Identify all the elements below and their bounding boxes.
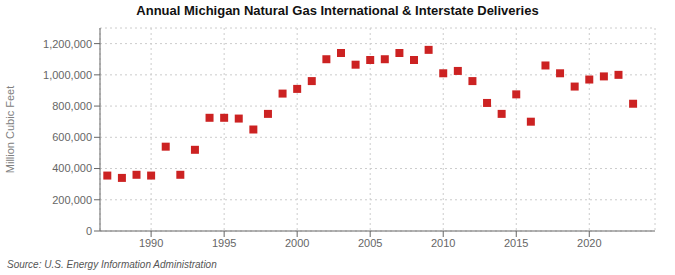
svg-text:1990: 1990 xyxy=(139,237,163,249)
svg-text:1,200,000: 1,200,000 xyxy=(43,38,92,50)
svg-text:2020: 2020 xyxy=(577,237,601,249)
svg-text:200,000: 200,000 xyxy=(52,194,92,206)
html-text:Annual Michigan Natural Gas In: Annual Michigan Natural Gas Internationa… xyxy=(136,3,539,18)
svg-text:2000: 2000 xyxy=(285,237,309,249)
svg-text:600,000: 600,000 xyxy=(52,131,92,143)
svg-text:Million Cubic Feet: Million Cubic Feet xyxy=(4,86,16,173)
svg-text:400,000: 400,000 xyxy=(52,162,92,174)
svg-text:0: 0 xyxy=(86,225,92,237)
svg-text:2015: 2015 xyxy=(504,237,528,249)
svg-text:2010: 2010 xyxy=(431,237,455,249)
svg-text:2005: 2005 xyxy=(358,237,382,249)
svg-text:1,000,000: 1,000,000 xyxy=(43,69,92,81)
svg-text:1995: 1995 xyxy=(212,237,236,249)
svg-text:800,000: 800,000 xyxy=(52,100,92,112)
html-text:Source: U.S. Energy Informatio: Source: U.S. Energy Information Administ… xyxy=(7,259,217,270)
